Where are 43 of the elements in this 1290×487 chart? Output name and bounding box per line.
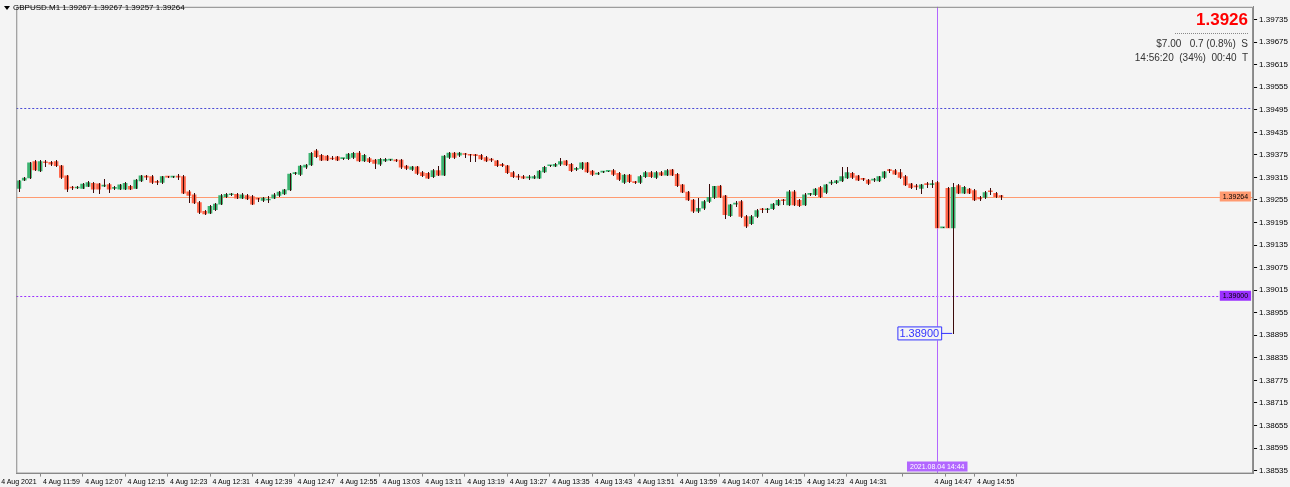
candlestick — [462, 152, 468, 159]
candlestick — [664, 168, 669, 177]
annotation: 1.3926 — [1174, 10, 1248, 34]
y-tick-label: 1.39735 — [1259, 14, 1289, 24]
candlestick — [658, 170, 664, 177]
y-tick-label: 1.39195 — [1259, 217, 1289, 227]
y-tick-label: 1.38655 — [1259, 420, 1289, 430]
y-tick-label: 1.39615 — [1259, 59, 1289, 69]
y-tick-label: 1.39375 — [1259, 150, 1289, 160]
candlestick — [648, 170, 653, 179]
candlestick — [961, 185, 967, 195]
y-tick-label: 1.39435 — [1259, 127, 1289, 137]
y-tick-label: 1.38835 — [1259, 353, 1289, 363]
candlestick — [780, 198, 786, 206]
candlestick — [159, 175, 165, 185]
candlestick — [642, 170, 648, 179]
y-tick-label: 1.39075 — [1259, 262, 1289, 272]
y-tick-label: 1.38715 — [1259, 398, 1289, 408]
candlestick — [987, 187, 993, 196]
y-tick-label: 1.38595 — [1259, 443, 1289, 453]
candlestick — [340, 157, 346, 161]
y-tick-label: 1.39255 — [1259, 195, 1289, 205]
annotation: 14:56:20 (34%) 00:40 T — [1134, 51, 1248, 65]
y-tick-label: 1.38775 — [1259, 375, 1289, 385]
annotation: 1.38900 — [899, 326, 940, 339]
y-tick-label: 1.38955 — [1259, 307, 1289, 317]
candlestick — [956, 183, 961, 195]
candlestick — [520, 174, 526, 180]
y-tick-label: 1.39675 — [1259, 37, 1289, 47]
candlestick — [435, 165, 441, 177]
y-tick-label: 1.38535 — [1259, 465, 1289, 475]
chart-title: GBPUSD.M1 1.39267 1.39267 1.39257 1.39264 — [13, 3, 185, 12]
y-tick-label: 1.39495 — [1259, 104, 1289, 114]
y-tick-label: 1.39135 — [1259, 240, 1289, 250]
y-tick-label: 1.39555 — [1259, 82, 1289, 92]
y-tick-label: 1.39315 — [1259, 172, 1289, 182]
candlestick — [924, 181, 929, 189]
y-tick-label: 1.38895 — [1259, 330, 1289, 340]
annotation: $7.00 0.7 (0.8%) S — [1155, 37, 1248, 51]
candlestick — [228, 192, 234, 197]
candlestick — [547, 164, 553, 168]
candlestick — [940, 226, 945, 229]
y-tick-label: 1.39015 — [1259, 285, 1289, 295]
